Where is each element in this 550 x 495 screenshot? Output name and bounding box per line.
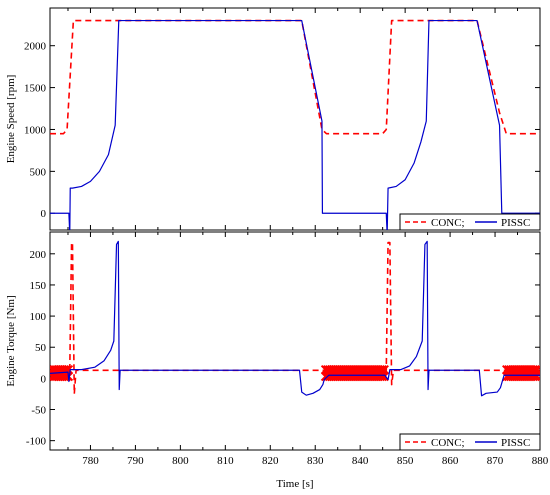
x-axis-label: Time [s] [276,478,313,490]
data-marker [532,371,540,382]
plot-frame [49,7,541,231]
y-axis-label: Engine Speed [rpm] [5,75,17,164]
y-tick-label: -50 [31,405,46,417]
plot-frame [49,231,541,451]
series-line [50,19,540,135]
x-tick-label: 850 [397,455,414,467]
y-axis-label: Engine Torque [Nm] [5,295,17,386]
y-tick-label: -100 [26,436,47,448]
plot-area [50,19,540,230]
x-tick-label: 780 [82,455,99,467]
legend-box [399,433,541,451]
legend-label: CONC; [431,217,465,229]
x-tick-label: 860 [442,455,459,467]
y-tick-label: 50 [35,342,47,354]
y-tick-label: 0 [41,373,47,385]
legend-label: PISSC [501,437,530,449]
legend-label: CONC; [431,437,465,449]
y-tick-label: 2000 [24,41,47,53]
data-marker [379,371,389,382]
data-marker [377,371,387,382]
legend-label: PISSC [501,217,530,229]
series-line [50,240,540,397]
engine-torque-panel: -100 -50 0 50 100 150 200 780 790 800 810 820 830 840… [5,231,549,467]
y-tick-label: 1500 [24,83,47,95]
x-tick-label: 810 [217,455,234,467]
x-tick-label: 880 [532,455,549,467]
x-tick-label: 870 [487,455,504,467]
plot-area [50,240,540,397]
legend: CONC; PISSC [399,433,541,451]
y-tick-label: 100 [30,311,47,323]
legend-box [399,213,541,231]
series-line [50,19,540,230]
data-marker [377,364,387,375]
y-tick-label: 150 [30,280,47,292]
data-marker [530,371,540,382]
series-line [50,241,540,395]
x-tick-label: 800 [172,455,189,467]
engine-speed-panel: 0 500 1000 1500 2000 Engine Speed [rpm] CONC; P… [5,7,541,231]
x-tick-label: 820 [262,455,279,467]
x-tick-label: 830 [307,455,324,467]
y-tick-label: 1000 [24,124,47,136]
x-tick-label: 790 [127,455,144,467]
y-tick-label: 500 [30,166,47,178]
y-tick-label: 0 [41,208,47,220]
legend: CONC; PISSC [399,213,541,231]
y-tick-label: 200 [30,249,47,261]
x-tick-label: 840 [352,455,369,467]
